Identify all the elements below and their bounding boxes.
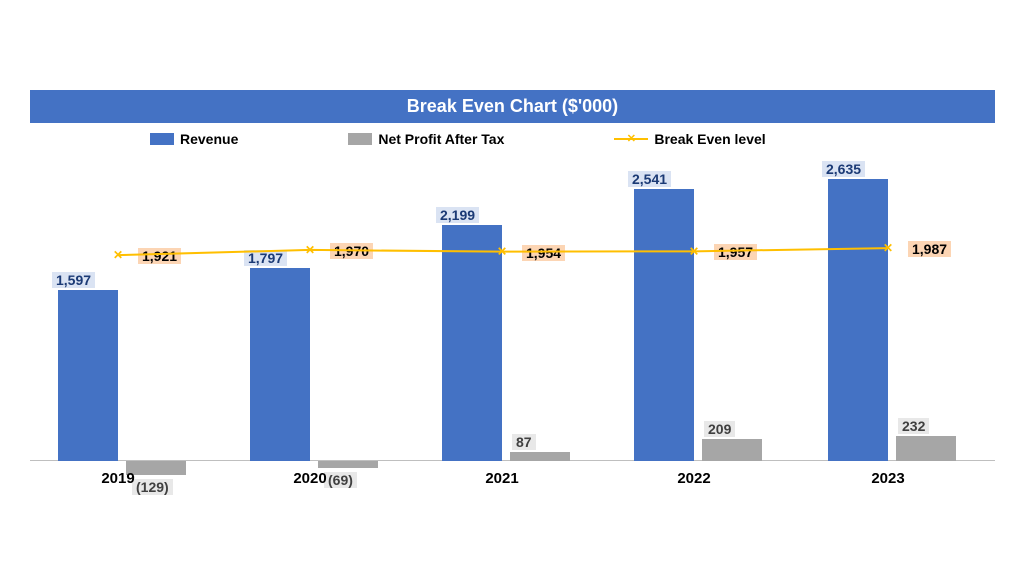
revenue-bar <box>442 225 502 461</box>
break-even-value-label: 1,987 <box>908 241 951 257</box>
npat-bar <box>702 439 762 461</box>
bars-wrap: 1,797(69)1,970 <box>240 161 400 461</box>
npat-value-label: 87 <box>512 434 536 450</box>
break-even-value-label: 1,921 <box>138 248 181 264</box>
legend-label-break-even: Break Even level <box>654 131 765 147</box>
legend-item-npat: Net Profit After Tax <box>348 131 504 147</box>
x-axis-label: 2023 <box>818 470 958 487</box>
x-axis-label: 2019 <box>48 470 188 487</box>
bars-wrap: 2,199 87 1,954 <box>432 161 592 461</box>
revenue-bar <box>58 290 118 461</box>
legend-item-break-even: Break Even level <box>614 131 765 147</box>
revenue-value-label: 1,797 <box>244 250 287 266</box>
chart-title: Break Even Chart ($'000) <box>407 96 618 116</box>
npat-bar <box>510 452 570 461</box>
x-axis-label: 2022 <box>624 470 764 487</box>
bar-group: 1,597(129)1,9212019 <box>48 161 208 461</box>
revenue-value-label: 1,597 <box>52 272 95 288</box>
legend-label-npat: Net Profit After Tax <box>378 131 504 147</box>
legend-swatch-break-even <box>614 132 648 146</box>
revenue-bar <box>250 268 310 461</box>
bars-wrap: 2,635 232 1,987 <box>818 161 978 461</box>
break-even-value-label: 1,957 <box>714 244 757 260</box>
npat-value-label: 209 <box>704 421 735 437</box>
bar-group: 2,5412091,9572022 <box>624 161 784 461</box>
break-even-value-label: 1,954 <box>522 245 565 261</box>
chart-plot-area: 1,597(129)1,92120191,797(69)1,97020202,1… <box>30 161 995 491</box>
legend-swatch-revenue <box>150 133 174 145</box>
chart-legend: Revenue Net Profit After Tax Break Even … <box>30 123 994 151</box>
bar-group: 1,797(69)1,9702020 <box>240 161 400 461</box>
chart-title-bar: Break Even Chart ($'000) <box>30 90 995 123</box>
revenue-value-label: 2,541 <box>628 171 671 187</box>
revenue-bar <box>634 189 694 461</box>
bars-wrap: 2,541 209 1,957 <box>624 161 784 461</box>
npat-value-label: 232 <box>898 418 929 434</box>
npat-bar <box>896 436 956 461</box>
legend-swatch-npat <box>348 133 372 145</box>
legend-item-revenue: Revenue <box>150 131 238 147</box>
revenue-bar <box>828 179 888 461</box>
bars-wrap: 1,597(129)1,921 <box>48 161 208 461</box>
break-even-value-label: 1,970 <box>330 243 373 259</box>
x-axis-label: 2020 <box>240 470 380 487</box>
legend-label-revenue: Revenue <box>180 131 238 147</box>
bar-group: 2,199871,9542021 <box>432 161 592 461</box>
npat-bar <box>318 461 378 468</box>
revenue-value-label: 2,199 <box>436 207 479 223</box>
x-axis-label: 2021 <box>432 470 572 487</box>
bar-group: 2,6352321,9872023 <box>818 161 978 461</box>
revenue-value-label: 2,635 <box>822 161 865 177</box>
